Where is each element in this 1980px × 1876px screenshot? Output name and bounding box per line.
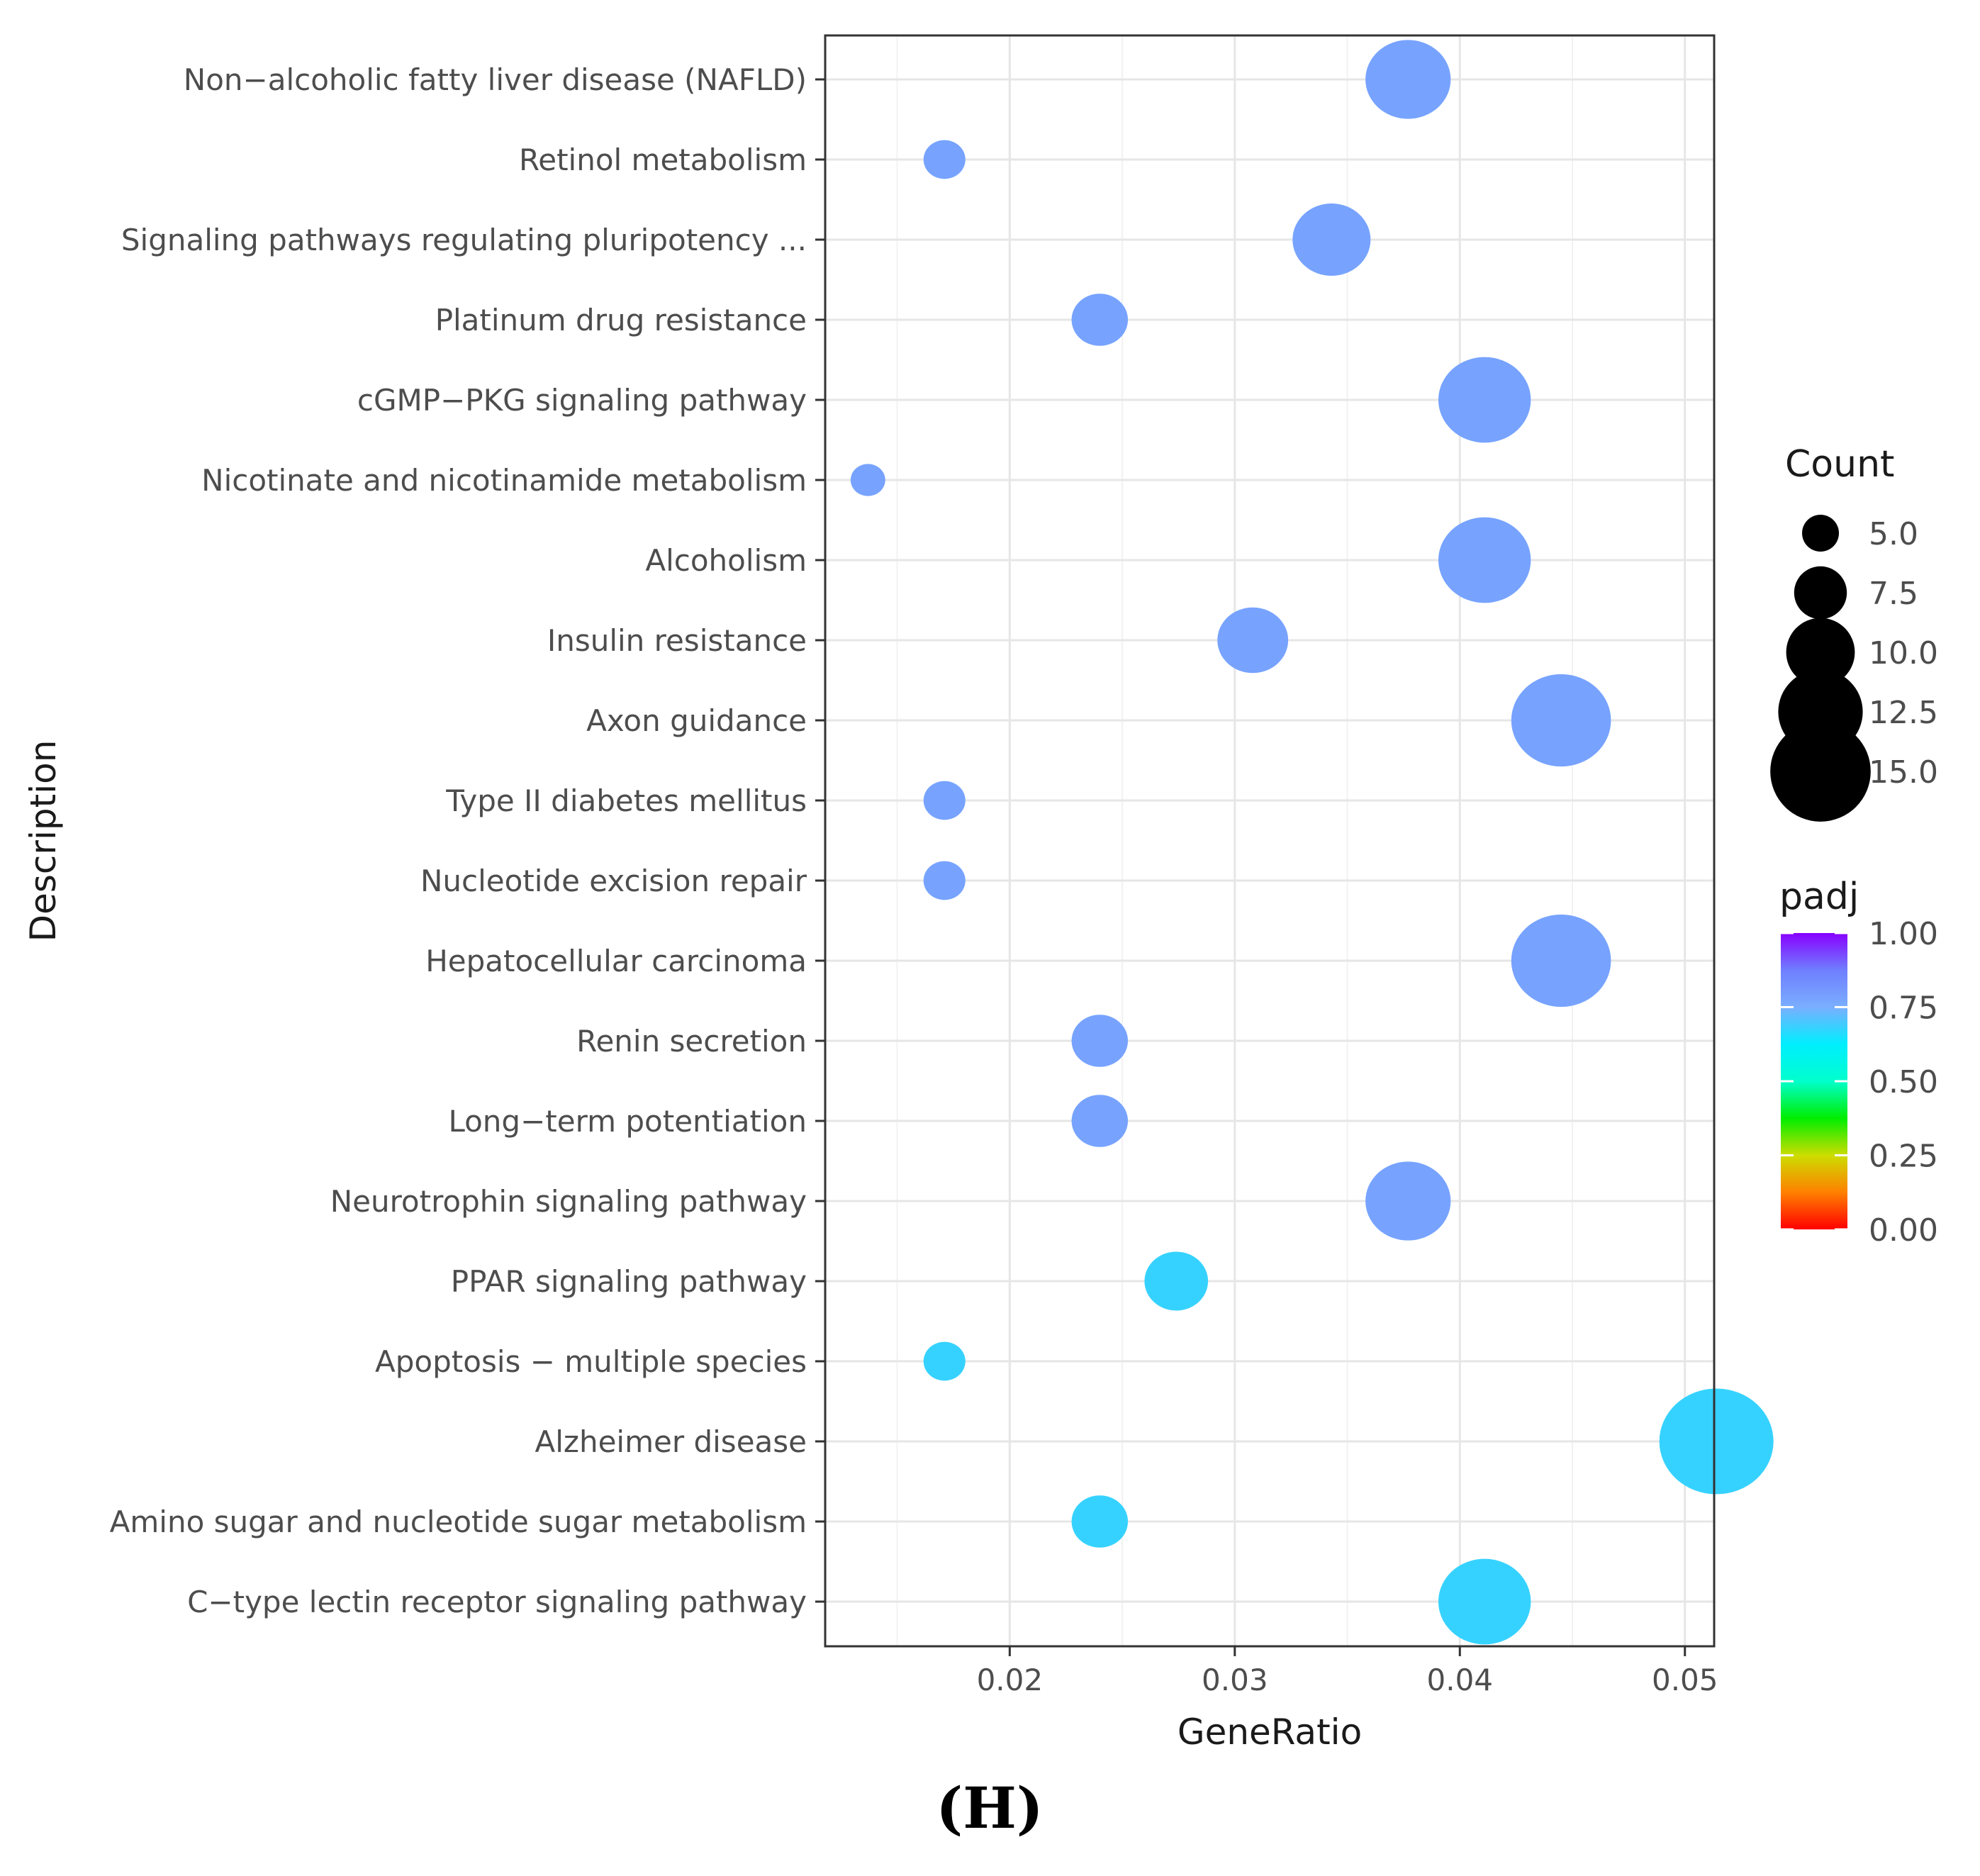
data-point [1071, 1015, 1129, 1067]
y-tick-label: Hepatocellular carcinoma [425, 944, 807, 978]
padj-legend-label: 1.00 [1869, 916, 1938, 952]
data-point [1365, 40, 1451, 119]
panel-label: (H) [936, 1775, 1043, 1841]
data-point [1071, 1495, 1129, 1548]
minor-gridlines [896, 35, 1573, 1646]
data-point [1511, 914, 1611, 1007]
x-tick-label: 0.04 [1427, 1663, 1494, 1697]
count-legend-title: Count [1785, 443, 1894, 486]
y-tick-label: Amino sugar and nucleotide sugar metabol… [110, 1504, 807, 1539]
y-tick-label: Signaling pathways regulating pluripoten… [121, 223, 807, 257]
count-legend-key [1786, 618, 1855, 687]
data-point [923, 861, 966, 900]
x-axis-title: GeneRatio [1178, 1712, 1362, 1753]
data-point [1438, 357, 1531, 443]
data-point [923, 140, 966, 179]
data-point [1659, 1388, 1774, 1495]
count-legend-label: 15.0 [1869, 754, 1938, 791]
y-tick-label: Nucleotide excision repair [420, 864, 807, 898]
y-tick-label: Type II diabetes mellitus [445, 783, 807, 818]
y-tick-label: Alcoholism [645, 543, 807, 578]
major-gridlines [825, 35, 1714, 1646]
x-tick-label: 0.02 [977, 1663, 1044, 1697]
data-point [923, 781, 966, 820]
padj-legend-label: 0.75 [1869, 990, 1938, 1027]
data-point [1217, 607, 1289, 674]
count-legend-label: 12.5 [1869, 695, 1938, 731]
y-axis-title: Description [23, 740, 64, 942]
count-legend-label: 5.0 [1869, 516, 1918, 552]
plot-panel-border [824, 34, 1716, 1648]
count-size-legend: Count 5.0 7.5 10.0 12.5 15.0 [1770, 443, 1938, 822]
data-point [1365, 1161, 1451, 1241]
y-tick-label: cGMP−PKG signaling pathway [357, 383, 807, 418]
data-point [1071, 1095, 1129, 1147]
y-tick-label: Long−term potentiation [448, 1104, 807, 1139]
y-tick-label: PPAR signaling pathway [451, 1264, 807, 1299]
y-tick-label: Nicotinate and nicotinamide metabolism [201, 463, 807, 498]
padj-legend-label: 0.00 [1869, 1212, 1938, 1249]
data-point [850, 464, 885, 496]
y-tick-label: Non−alcoholic fatty liver disease (NAFLD… [184, 62, 807, 97]
y-tick-label: Retinol metabolism [519, 143, 807, 177]
data-point [1438, 517, 1531, 603]
data-point [923, 1341, 966, 1381]
x-axis: 0.02 0.03 0.04 0.05 [977, 1646, 1718, 1697]
y-tick-label: C−type lectin receptor signaling pathway [187, 1585, 807, 1619]
x-tick-label: 0.05 [1652, 1663, 1718, 1697]
y-axis: Non−alcoholic fatty liver disease (NAFLD… [110, 62, 825, 1619]
data-point [1511, 674, 1611, 767]
y-tick-label: Apoptosis − multiple species [375, 1344, 807, 1379]
count-legend-key [1802, 515, 1839, 552]
y-tick-label: Renin secretion [576, 1024, 807, 1059]
x-tick-label: 0.03 [1202, 1663, 1268, 1697]
count-legend-key [1770, 721, 1871, 822]
data-points [850, 40, 1774, 1645]
y-tick-label: Platinum drug resistance [435, 303, 807, 337]
padj-legend-title: padj [1779, 876, 1859, 918]
padj-color-legend: padj 1.00 0.75 0.50 0.25 0.00 [1779, 876, 1938, 1249]
y-tick-label: Neurotrophin signaling pathway [330, 1184, 807, 1219]
padj-legend-label: 0.25 [1869, 1139, 1938, 1175]
data-point [1438, 1558, 1531, 1645]
padj-legend-label: 0.50 [1869, 1064, 1938, 1100]
count-legend-label: 10.0 [1869, 635, 1938, 671]
count-legend-label: 7.5 [1869, 576, 1918, 612]
y-tick-label: Axon guidance [586, 703, 807, 738]
count-legend-key [1794, 566, 1847, 620]
y-tick-label: Insulin resistance [547, 623, 807, 658]
y-tick-label: Alzheimer disease [535, 1424, 807, 1459]
data-point [1144, 1251, 1209, 1311]
data-point [1071, 294, 1129, 346]
data-point [1292, 203, 1371, 276]
